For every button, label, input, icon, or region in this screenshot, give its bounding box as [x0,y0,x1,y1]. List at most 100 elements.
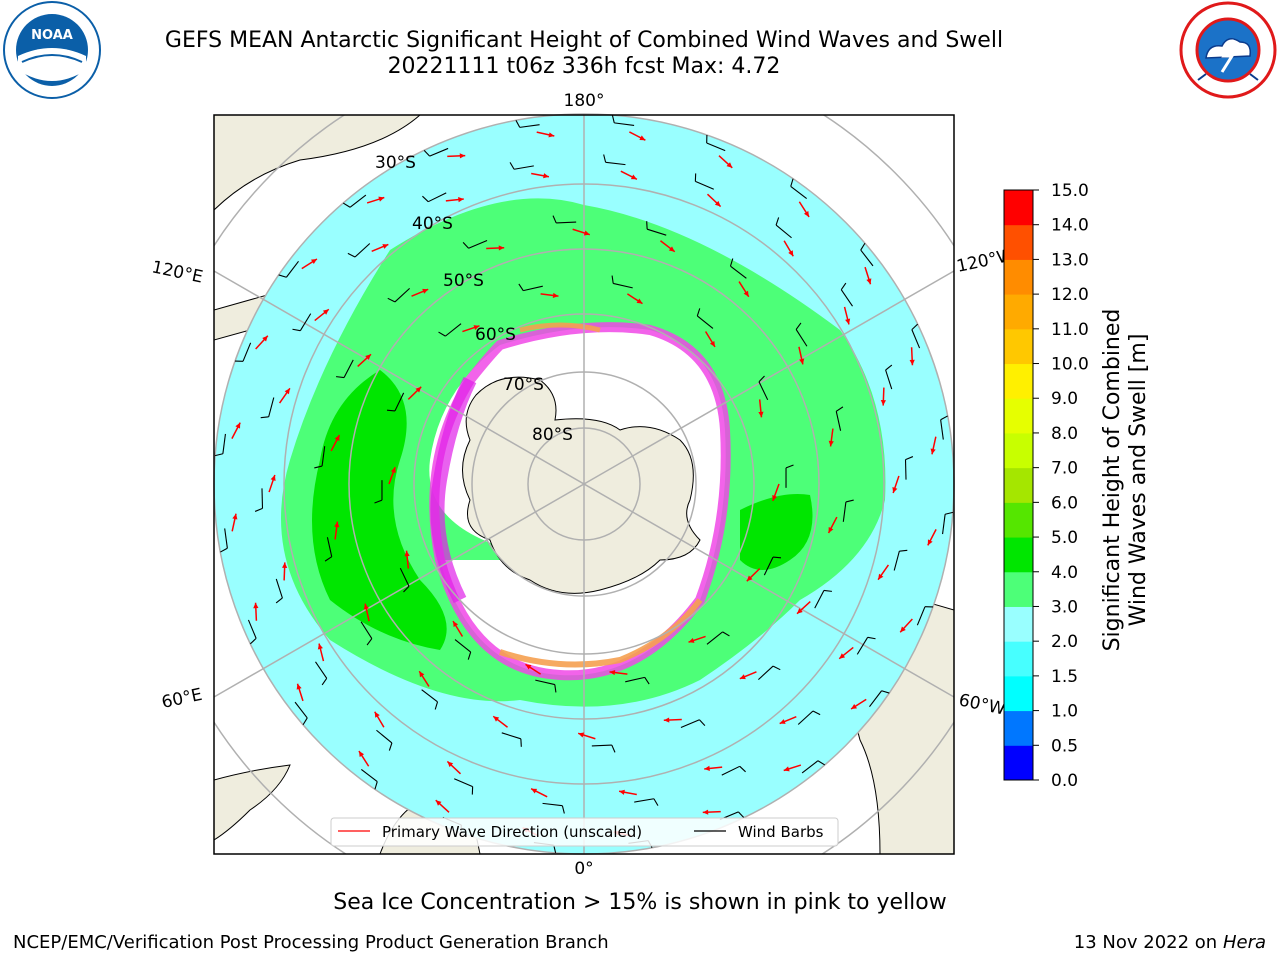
wind-barb-staff [835,411,842,431]
wind-barb-staff [535,679,555,686]
wave-arrow-head [422,288,429,294]
wave-arrow-head [235,422,241,429]
legend: Primary Wave Direction (unscaled) Wind B… [330,817,839,847]
wind-barb-staff [429,147,449,157]
wave-arrow-head [415,386,422,393]
colorbar-tick-label: 11.0 [1051,320,1089,340]
wave-arrow-head [498,245,505,251]
land-australia-north [214,115,421,211]
wind-barb-flag [434,701,439,710]
wind-barb-staff [695,180,714,190]
lat-label-80s: 80°S [532,425,573,445]
wave-arrow-head [799,358,805,365]
wind-barb-staff [399,567,410,587]
wind-barb-staff [513,165,534,170]
colorbar-segment [1004,363,1033,399]
meridian-60e-120w [213,270,955,698]
wind-barb-staff [349,194,367,208]
wind-barb-staff [299,313,312,331]
wave-arrow-head [739,674,746,680]
wave-arrow-head [783,766,790,772]
wind-barb-staff [860,249,874,267]
wind-barb-staff [261,488,264,509]
chart-title: GEFS MEAN Antarctic Significant Height o… [164,28,1004,53]
wind-barb-staff [445,323,462,337]
wind-barb-staff [706,631,723,645]
colorbar-segment [1004,537,1033,573]
wind-barb-staff [790,185,807,199]
lat-label-50s: 50°S [443,271,484,291]
wave-arrow-head [609,669,616,676]
wave-arrow-head [317,643,323,650]
wave-arrow-head [828,527,834,534]
nws-logo [1179,1,1277,99]
wind-barb-staff [814,590,825,609]
wind-barb-staff [247,619,257,639]
wind-barb-staff [940,419,944,440]
wind-barb-flag [603,154,607,163]
wave-arrow-head [390,467,396,474]
wind-barb-staff [646,228,667,236]
wind-barb-staff [730,265,747,279]
wind-barb-staff [354,243,371,258]
wind-barb-flag [795,322,802,330]
colorbar-tick-label: 7.0 [1051,459,1078,479]
wind-barb-staff [721,765,740,776]
wind-barb-flag [845,499,854,503]
wind-barb-flag [386,409,396,412]
colorbar-segment [1004,502,1033,538]
sea-ice-caption: Sea Ice Concentration > 15% is shown in … [333,890,947,915]
wind-barb-staff [801,760,819,774]
wind-barb-flag [817,760,826,766]
colorbar-tick-label: 2.0 [1051,632,1078,652]
sea-ice-band-west [430,376,477,604]
wind-barb-staff [394,287,411,303]
wind-barb-staff [556,221,577,224]
wind-barb-staff [758,381,769,401]
colorbar-segment [1004,190,1033,226]
wind-barb-flag [321,678,328,686]
colorbar: 0.0 0.5 1.0 1.5 2.0 3.0 4.0 5.0 6.0 7.0 8.0 9.0 10.0… [1003,181,1089,791]
wave-arrow-head [709,340,715,347]
colorbar-tick-label: 14.0 [1051,216,1089,236]
colorbar-segment [1004,571,1033,607]
wind-barb-flag [374,499,383,504]
wave-arrow-head [374,711,380,718]
wind-barb-flag [739,765,746,773]
wave-arrow-head [880,400,886,406]
wave-arrow-head [639,135,646,141]
wind-barb-flag [911,323,919,331]
wind-barb-flag [254,507,263,512]
wind-barb-flag [772,556,782,559]
lon-label-lower-left: 60°E [160,685,204,713]
wave-arrow-head [758,411,764,418]
wind-barb-staff [360,621,373,639]
wave-zone-4-5m-east [740,494,813,570]
colorbar-label: Significant Height of Combined Wind Wave… [1100,308,1151,652]
wind-barb-flag [423,149,431,157]
wind-barb-staff [394,392,405,412]
wind-barb-flag [518,283,524,291]
legend-label-wind-barbs: Wind Barbs [738,823,824,841]
wind-barb-staff [614,122,635,126]
wave-arrow-head [630,174,637,180]
wind-barb-staff [680,719,700,728]
wind-barb-staff [904,459,907,480]
wind-barb-staff [893,551,900,571]
wave-arrow-head [704,765,710,771]
wind-barb-flag [260,416,269,419]
noaa-logo: NOAA [3,1,101,99]
wave-arrow-head [583,230,590,236]
wind-barb-flag [347,252,356,258]
colorbar-segment [1004,745,1033,781]
wind-barb-flag [467,651,472,660]
wind-barb-staff [501,732,522,740]
wind-barb-flag [944,511,954,515]
wind-barb-flag [644,677,650,685]
wave-arrow-head [892,487,898,493]
wave-direction-arrows [231,131,937,837]
wave-arrow-head [382,244,389,249]
wave-arrow-head [543,173,549,179]
colorbar-segment [1004,432,1033,469]
wind-barb-staff [468,240,488,249]
